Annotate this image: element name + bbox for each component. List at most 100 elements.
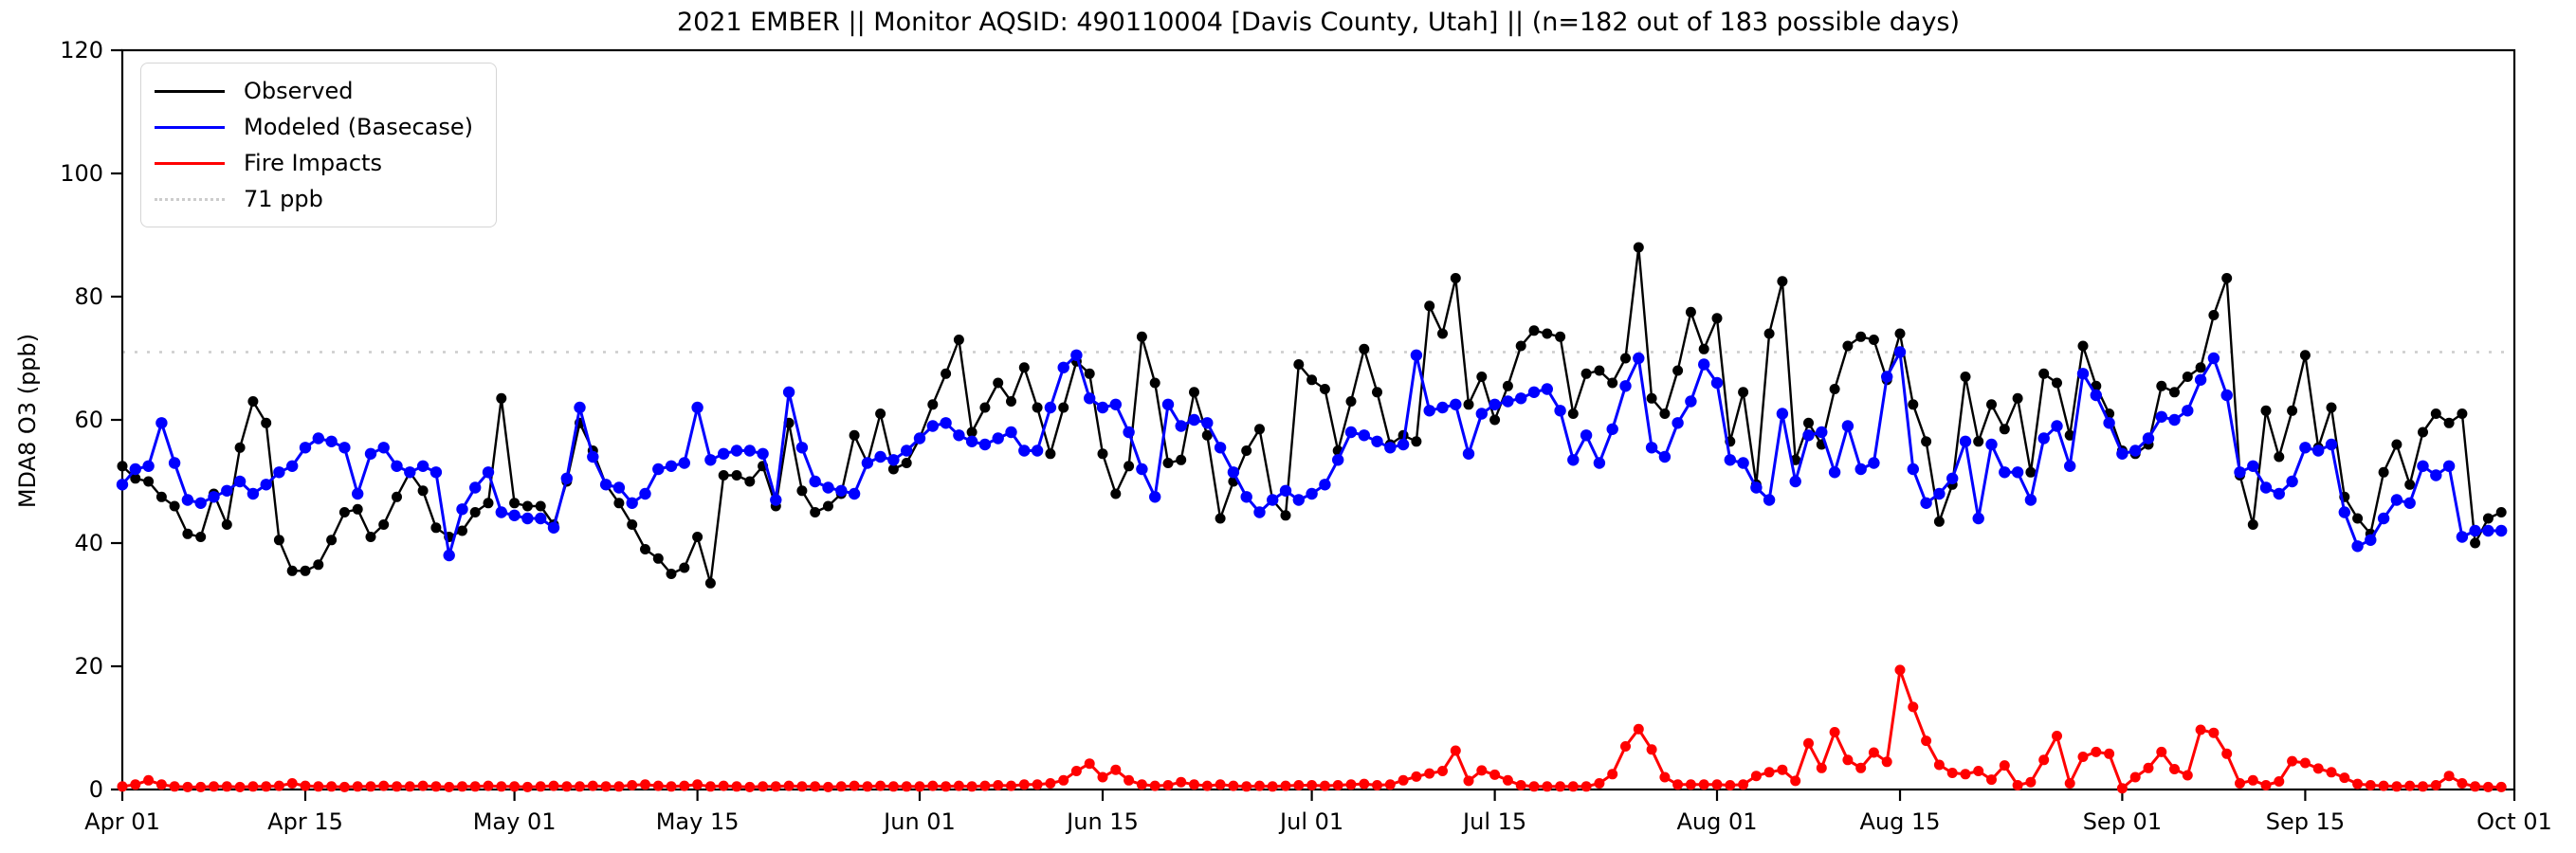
fire-impacts-marker: [521, 781, 533, 792]
observed-marker: [1999, 424, 2010, 435]
legend-item-observed: Observed: [155, 73, 473, 109]
fire-impacts-marker: [1084, 758, 1095, 770]
fire-impacts-marker: [1189, 779, 1199, 790]
modeled-basecase-marker: [1149, 491, 1161, 503]
modeled-basecase-marker: [1384, 442, 1397, 454]
observed-marker: [2391, 439, 2402, 450]
fire-impacts-marker: [1725, 780, 1736, 790]
fire-impacts-marker: [1973, 766, 1984, 776]
fire-impacts-marker: [652, 780, 664, 791]
modeled-basecase-marker: [874, 450, 886, 463]
fire-impacts-marker: [2299, 757, 2311, 769]
observed-marker: [2430, 408, 2441, 419]
modeled-basecase-marker: [1267, 494, 1279, 506]
observed-marker: [2352, 513, 2364, 524]
observed-marker: [2156, 380, 2167, 391]
observed-marker: [1842, 340, 1854, 352]
modeled-basecase-marker: [861, 457, 874, 469]
modeled-basecase-marker: [612, 481, 626, 494]
y-axis-label: MDA8 O3 (ppb): [14, 333, 41, 509]
fire-impacts-marker: [1855, 762, 1867, 773]
observed-marker: [744, 476, 756, 487]
modeled-basecase-marker: [1933, 487, 1946, 500]
fire-impacts-marker: [2116, 783, 2128, 794]
observed-marker: [1476, 372, 1488, 382]
observed-marker: [1659, 408, 1671, 419]
fire-impacts-marker: [143, 774, 155, 786]
modeled-basecase-marker: [1920, 497, 1932, 509]
modeled-basecase-marker: [1776, 408, 1789, 420]
observed-line: [121, 245, 2502, 585]
observed-marker: [1411, 436, 1422, 447]
modeled-basecase-marker: [835, 484, 848, 497]
observed-marker: [1829, 384, 1840, 394]
fire-impacts-marker: [2129, 771, 2141, 783]
fire-impacts-marker: [1306, 780, 1318, 790]
observed-marker: [1646, 392, 1657, 404]
modeled-basecase-marker: [1959, 435, 1972, 447]
modeled-basecase-marker: [1123, 426, 1135, 439]
observed-marker: [182, 528, 193, 539]
observed-marker: [2326, 402, 2337, 413]
fire-impacts-marker: [1908, 701, 1919, 713]
legend-line-sample: [155, 161, 225, 165]
fire-impacts-marker: [1620, 741, 1631, 752]
modeled-basecase-marker: [456, 503, 468, 516]
fire-impacts-marker: [352, 781, 363, 792]
modeled-basecase-marker: [2220, 389, 2233, 402]
observed-marker: [2378, 466, 2389, 478]
observed-marker: [1528, 325, 1540, 336]
modeled-basecase-marker: [377, 442, 390, 454]
modeled-basecase-marker: [1462, 447, 1475, 460]
fire-impacts-marker: [1280, 780, 1291, 791]
fire-impacts-marker: [2091, 746, 2102, 757]
modeled-basecase-marker: [535, 512, 547, 525]
observed-marker: [1124, 461, 1135, 472]
modeled-basecase-marker: [1084, 392, 1096, 405]
modeled-basecase-marker: [1253, 506, 1266, 518]
fire-impacts-marker: [1528, 781, 1540, 792]
observed-marker: [1006, 396, 1016, 407]
modeled-basecase-marker: [2064, 460, 2076, 472]
fire-impacts-marker: [2052, 731, 2062, 741]
fire-impacts-marker: [1921, 735, 1932, 747]
observed-marker: [1567, 408, 1579, 419]
fire-impacts-marker: [404, 781, 415, 792]
fire-impacts-marker: [130, 779, 141, 790]
observed-marker: [1045, 448, 1056, 460]
x-tick-label: Aug 15: [1860, 808, 1941, 835]
observed-marker: [195, 532, 207, 542]
observed-marker: [234, 442, 246, 453]
modeled-basecase-marker: [795, 442, 809, 454]
modeled-basecase-marker: [286, 460, 299, 472]
observed-marker: [1960, 372, 1971, 382]
fire-impacts-marker: [273, 780, 284, 791]
observed-marker: [273, 535, 284, 546]
observed-marker: [1672, 365, 1684, 376]
modeled-basecase-marker: [2442, 460, 2456, 472]
modeled-basecase-marker: [129, 463, 141, 476]
modeled-basecase-marker: [599, 479, 612, 491]
legend-line-sample: [155, 197, 225, 201]
observed-marker: [1450, 273, 1461, 283]
fire-impacts-marker: [2182, 770, 2193, 781]
fire-impacts-marker: [1698, 779, 1709, 790]
observed-marker: [1097, 448, 1108, 460]
modeled-basecase-marker: [978, 438, 992, 451]
fire-impacts-marker: [1960, 769, 1971, 780]
fire-impacts-marker: [575, 781, 585, 792]
modeled-basecase-marker: [2090, 389, 2102, 402]
observed-marker: [469, 507, 481, 517]
fire-impacts-marker: [2012, 780, 2023, 790]
fire-impacts-marker: [1254, 780, 1265, 791]
modeled-basecase-marker: [325, 435, 338, 447]
observed-marker: [1176, 454, 1187, 465]
fire-impacts-marker: [548, 780, 559, 791]
modeled-basecase-marker: [338, 442, 351, 454]
y-tick-label: 0: [89, 776, 103, 803]
observed-marker: [1711, 313, 1723, 324]
modeled-basecase-marker: [1502, 395, 1514, 408]
fire-impacts-marker: [1580, 781, 1592, 792]
modeled-basecase-marker: [416, 460, 429, 472]
fire-impacts-marker: [1567, 781, 1579, 792]
